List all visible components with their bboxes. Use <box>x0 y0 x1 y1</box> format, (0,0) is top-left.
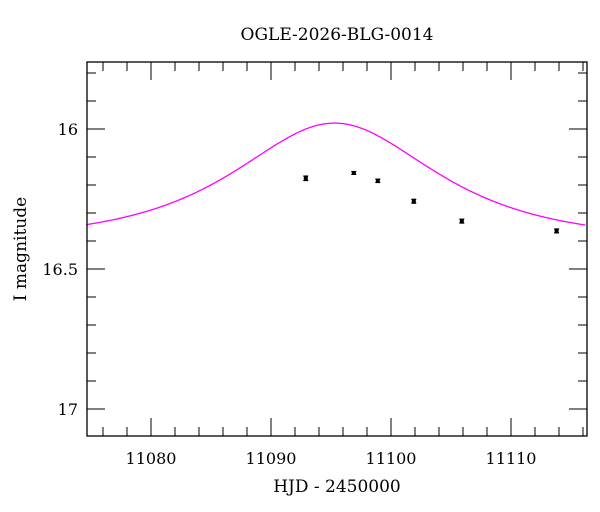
axis-ticks <box>87 62 587 436</box>
data-point <box>375 178 381 184</box>
y-axis-label: I magnitude <box>11 197 31 301</box>
x-tick-label: 11110 <box>486 449 537 468</box>
data-point <box>351 170 357 175</box>
data-points <box>303 170 560 234</box>
data-point <box>554 228 560 234</box>
x-tick-label: 11090 <box>246 449 297 468</box>
y-tick-label: 16.5 <box>42 260 78 279</box>
y-tick-label: 16 <box>58 120 78 139</box>
data-point <box>411 198 417 204</box>
x-axis-label: HJD - 2450000 <box>273 477 401 497</box>
x-tick-label: 11080 <box>126 449 177 468</box>
plot-frame <box>86 61 588 437</box>
tick-labels: 11080 11090 11100 11110 16 16.5 17 <box>42 120 536 468</box>
x-tick-label: 11100 <box>366 449 417 468</box>
model-curve <box>86 122 586 226</box>
chart-title: OGLE-2026-BLG-0014 <box>241 25 434 45</box>
data-point <box>303 175 309 182</box>
data-point <box>459 218 465 224</box>
y-tick-label: 17 <box>58 400 78 419</box>
